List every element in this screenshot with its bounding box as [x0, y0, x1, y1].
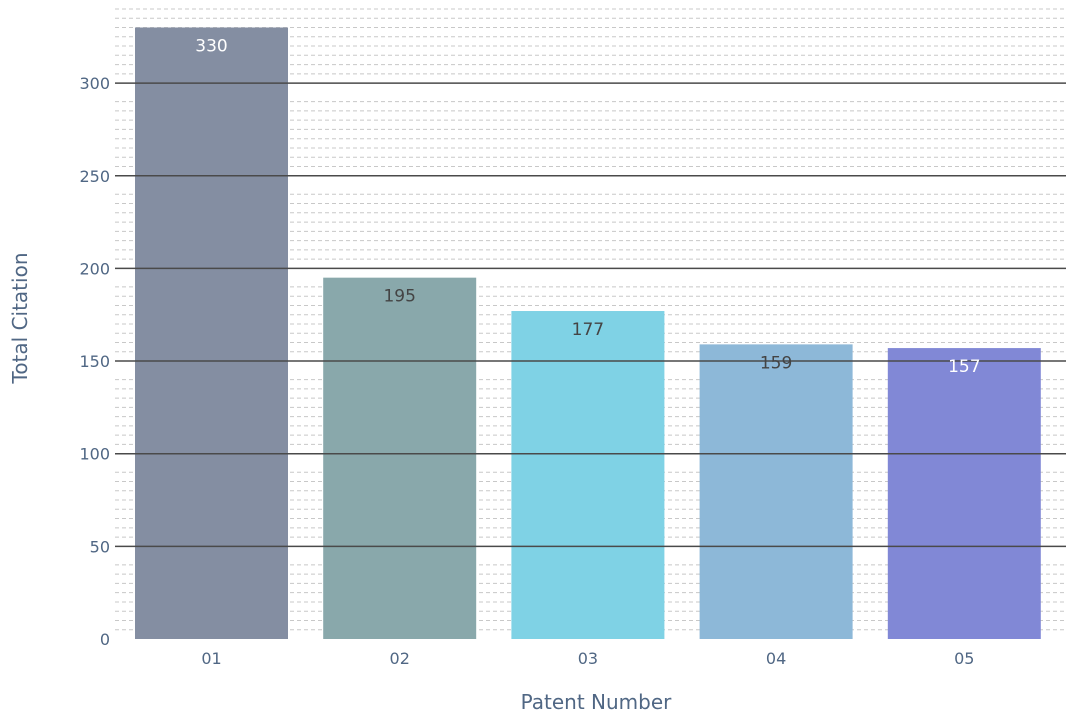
- y-tick-label-300: 300: [79, 74, 110, 93]
- x-axis-title: Patent Number: [521, 690, 673, 714]
- x-tick-label-05: 05: [954, 649, 974, 668]
- y-axis-tick-labels: 0 50 100 150 200 250 300: [79, 74, 110, 649]
- y-axis-title: Total Citation: [8, 253, 32, 385]
- x-tick-label-02: 02: [390, 649, 410, 668]
- bar-data-label-04: 159: [760, 353, 792, 373]
- y-tick-label-0: 0: [100, 630, 110, 649]
- major-gridlines: [115, 82, 1066, 548]
- bar-02: [323, 277, 477, 639]
- x-axis-tick-labels: 01 02 03 04 05: [201, 649, 974, 668]
- x-tick-label-03: 03: [578, 649, 598, 668]
- bar-data-labels: 330 195 177 159 157: [195, 37, 980, 378]
- y-tick-label-100: 100: [79, 445, 110, 464]
- x-tick-label-01: 01: [201, 649, 221, 668]
- y-tick-label-150: 150: [79, 352, 110, 371]
- bar-data-label-02: 195: [383, 287, 415, 307]
- y-tick-label-250: 250: [79, 167, 110, 186]
- bar-01: [135, 27, 288, 639]
- bar-03: [511, 311, 665, 639]
- y-tick-label-50: 50: [90, 537, 110, 556]
- bar-04: [699, 344, 853, 639]
- bar-data-label-05: 157: [948, 357, 980, 377]
- y-tick-label-200: 200: [79, 259, 110, 278]
- bars: [135, 27, 1041, 639]
- x-tick-label-04: 04: [766, 649, 786, 668]
- bar-data-label-01: 330: [195, 37, 227, 57]
- bar-data-label-03: 177: [572, 320, 604, 340]
- bar-05: [887, 348, 1041, 639]
